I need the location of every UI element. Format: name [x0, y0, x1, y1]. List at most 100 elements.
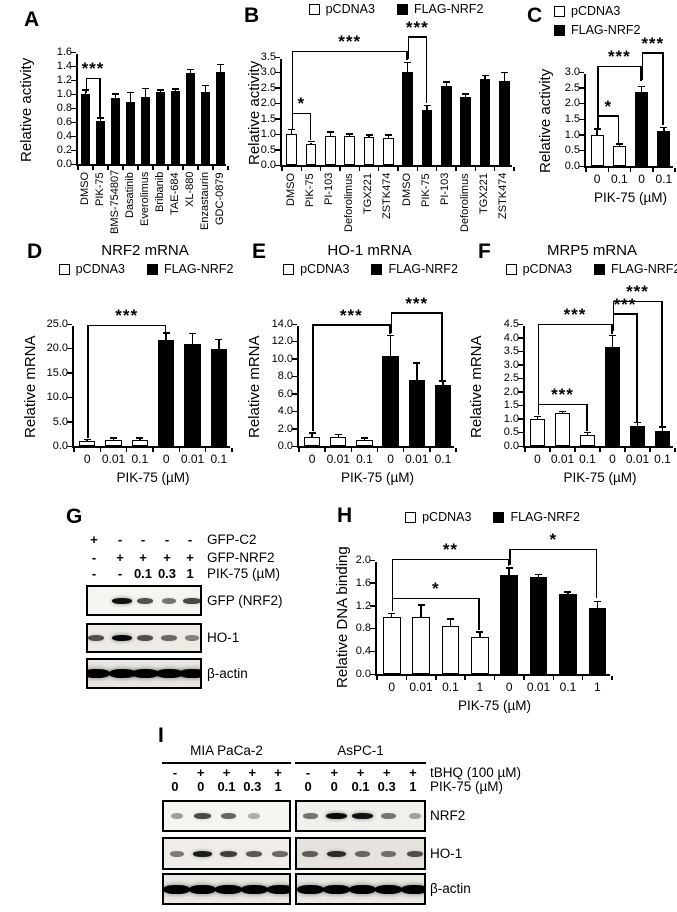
x-tick-label: 0.01: [405, 452, 429, 466]
error-bar: [219, 65, 222, 72]
legend-label: pCDNA3: [300, 262, 350, 276]
y-tick-label: 0.2: [56, 144, 72, 156]
protein-band: [131, 669, 159, 678]
y-axis-label: Relative activity: [246, 60, 263, 166]
condition-row-label: GFP-C2: [207, 532, 257, 547]
x-tick-label: DMSO: [284, 173, 297, 206]
y-tick-mark: [370, 605, 375, 607]
protein-band: [326, 813, 347, 819]
lane-condition: +: [330, 765, 339, 780]
error-bar: [416, 363, 418, 381]
protein-band: [111, 597, 133, 604]
bar-Deforolimus: [344, 136, 355, 165]
error-bar-cap: [346, 133, 354, 135]
error-bar-cap: [404, 61, 412, 64]
x-tick-label: 0: [505, 680, 513, 694]
black-square-icon: [396, 3, 408, 15]
sig-bracket: [391, 560, 394, 612]
error-bar: [112, 438, 115, 441]
x-tick-mark: [435, 167, 438, 171]
x-tick-label: 0.1: [559, 680, 577, 694]
protein-band: [108, 669, 136, 678]
error-bar-cap: [288, 128, 296, 131]
error-bar-cap: [413, 362, 421, 364]
x-tick-label: 0.1: [655, 172, 673, 186]
bar-DMSO: [81, 94, 90, 164]
sig-label: *: [549, 530, 558, 550]
x-tick-label: PIK-75: [304, 173, 316, 207]
lane-condition: 0.1: [351, 779, 370, 794]
error-bar: [99, 118, 102, 121]
x-tick-label: DMSO: [400, 173, 413, 206]
sig-bracket: [390, 312, 443, 314]
bar-PIK-75: [305, 144, 317, 165]
x-tick-label: 0.01: [550, 452, 575, 466]
bar-TGX221: [479, 79, 491, 165]
sig-bracket: [425, 37, 427, 104]
error-bar: [618, 144, 621, 146]
x-axis-label: PIK-75 (µM): [593, 190, 668, 205]
y-tick-label: 2.0: [355, 554, 371, 566]
error-bar: [508, 568, 510, 576]
panel-letter: C: [527, 4, 543, 27]
legend-item-pcdna3: pCDNA3: [308, 2, 375, 16]
protein-band: [136, 597, 154, 604]
y-tick-mark: [71, 79, 76, 81]
sig-bracket: [309, 114, 311, 141]
x-tick-label: PI-103: [439, 173, 452, 206]
error-bar: [290, 130, 293, 135]
x-tick-mark: [493, 167, 496, 171]
bar-0.1: [210, 349, 227, 446]
bar-0.1: [654, 431, 671, 446]
bar-0.1: [356, 439, 373, 446]
bar-1: [588, 607, 607, 674]
panel-letter: I: [158, 724, 164, 747]
western-blot: [295, 837, 426, 870]
white-square-icon: [554, 5, 565, 17]
x-tick-label: 0: [638, 172, 645, 186]
plot-area: 0.0 0.5 1.0 1.5 2.0 2.5 3.0 0 0.1 0 0.1 * *** *** PIK-…: [565, 34, 676, 205]
lane-condition: -: [140, 532, 146, 547]
western-blot: [295, 873, 426, 905]
sig-bracket: [597, 65, 642, 68]
lane-condition: 0.3: [157, 566, 177, 581]
error-bar: [636, 423, 639, 427]
western-blot: [162, 873, 291, 905]
x-axis-label: PIK-75 (µM): [116, 470, 190, 485]
lane-condition: 0: [197, 779, 205, 794]
protein-band: [406, 850, 424, 857]
x-tick-mark: [324, 448, 326, 452]
western-blot: [86, 585, 202, 616]
y-tick-mark: [579, 149, 584, 152]
sig-bracket: [612, 313, 638, 315]
panel-letter: D: [27, 240, 43, 263]
y-axis-label: Relative activity: [18, 57, 35, 163]
error-bar: [390, 614, 393, 617]
y-tick-mark: [518, 431, 523, 434]
condition-row-label: tBHQ (100 µM): [430, 765, 522, 780]
error-bar: [218, 340, 220, 350]
error-bar: [174, 89, 177, 92]
sig-bracket: [291, 52, 294, 130]
y-tick-mark: [67, 372, 72, 374]
error-bar-cap: [634, 421, 641, 424]
sig-bracket: [537, 323, 613, 326]
protein-band: [161, 597, 177, 604]
y-tick-label: 4.5: [503, 318, 519, 330]
y-tick-label: 0.0: [277, 440, 293, 452]
error-bar-cap: [187, 68, 194, 71]
y-tick-label: 0.8: [56, 102, 72, 114]
y-tick-label: 1.0: [564, 128, 580, 141]
lane-condition: +: [248, 765, 257, 780]
sig-bracket: [164, 326, 167, 333]
error-bar-cap: [439, 380, 447, 382]
x-tick-label: 0.1: [356, 452, 373, 466]
protein-band: [302, 813, 318, 819]
x-tick-mark: [377, 167, 380, 171]
blot-label: β-actin: [207, 665, 248, 681]
lane-condition: +: [163, 550, 171, 565]
error-bar: [586, 433, 589, 436]
y-tick-mark: [579, 71, 584, 73]
lane-condition: +: [196, 765, 205, 780]
x-axis-label: PIK-75 (µM): [457, 698, 532, 713]
